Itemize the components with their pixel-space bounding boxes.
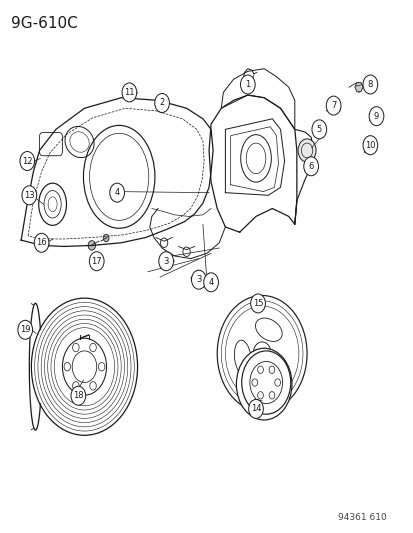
- Circle shape: [236, 348, 291, 420]
- Circle shape: [103, 235, 109, 241]
- Text: 94361 610: 94361 610: [337, 513, 385, 522]
- Text: 11: 11: [124, 88, 134, 97]
- Text: 12: 12: [22, 157, 33, 166]
- Text: 18: 18: [73, 391, 83, 400]
- Circle shape: [203, 273, 218, 292]
- Text: 3: 3: [196, 275, 201, 284]
- Circle shape: [248, 399, 263, 418]
- Circle shape: [368, 107, 383, 126]
- Circle shape: [252, 379, 257, 386]
- Circle shape: [304, 160, 315, 175]
- Text: 3: 3: [163, 257, 169, 266]
- Circle shape: [71, 386, 85, 405]
- Circle shape: [241, 351, 290, 414]
- Text: 5: 5: [316, 125, 321, 134]
- Circle shape: [42, 240, 49, 248]
- Circle shape: [109, 183, 124, 202]
- Text: 10: 10: [364, 141, 375, 150]
- Polygon shape: [354, 83, 362, 92]
- Text: 9: 9: [373, 112, 378, 120]
- Circle shape: [88, 241, 95, 250]
- Text: 9G-610C: 9G-610C: [11, 16, 78, 31]
- Circle shape: [154, 93, 169, 112]
- Circle shape: [22, 186, 37, 205]
- Text: 19: 19: [20, 325, 31, 334]
- FancyBboxPatch shape: [363, 146, 373, 152]
- Text: 7: 7: [330, 101, 335, 110]
- Text: 17: 17: [91, 257, 102, 266]
- Text: 13: 13: [24, 191, 35, 200]
- Text: 4: 4: [208, 278, 213, 287]
- Circle shape: [191, 270, 206, 289]
- Circle shape: [311, 120, 326, 139]
- Circle shape: [250, 294, 265, 313]
- Circle shape: [64, 362, 70, 371]
- Circle shape: [90, 382, 96, 390]
- Circle shape: [268, 366, 274, 374]
- Circle shape: [240, 75, 254, 94]
- Text: 14: 14: [250, 405, 261, 414]
- Circle shape: [362, 136, 377, 155]
- Circle shape: [297, 139, 315, 162]
- Circle shape: [18, 320, 33, 340]
- Text: 16: 16: [36, 238, 47, 247]
- Text: 8: 8: [367, 80, 372, 89]
- Circle shape: [159, 252, 173, 271]
- Circle shape: [257, 392, 263, 399]
- Text: 4: 4: [114, 188, 119, 197]
- Circle shape: [122, 83, 136, 102]
- Circle shape: [98, 362, 104, 371]
- Circle shape: [89, 252, 104, 271]
- Bar: [331, 106, 339, 112]
- Circle shape: [20, 151, 35, 171]
- Circle shape: [362, 75, 377, 94]
- Circle shape: [268, 392, 274, 399]
- Circle shape: [257, 366, 263, 374]
- Circle shape: [274, 379, 280, 386]
- Text: 1: 1: [244, 80, 250, 89]
- Circle shape: [34, 233, 49, 252]
- Circle shape: [72, 382, 79, 390]
- Text: 2: 2: [159, 99, 164, 108]
- Circle shape: [303, 157, 318, 176]
- Text: 15: 15: [252, 299, 263, 308]
- Circle shape: [72, 343, 79, 352]
- Circle shape: [90, 343, 96, 352]
- Circle shape: [325, 96, 340, 115]
- Text: 6: 6: [308, 162, 313, 171]
